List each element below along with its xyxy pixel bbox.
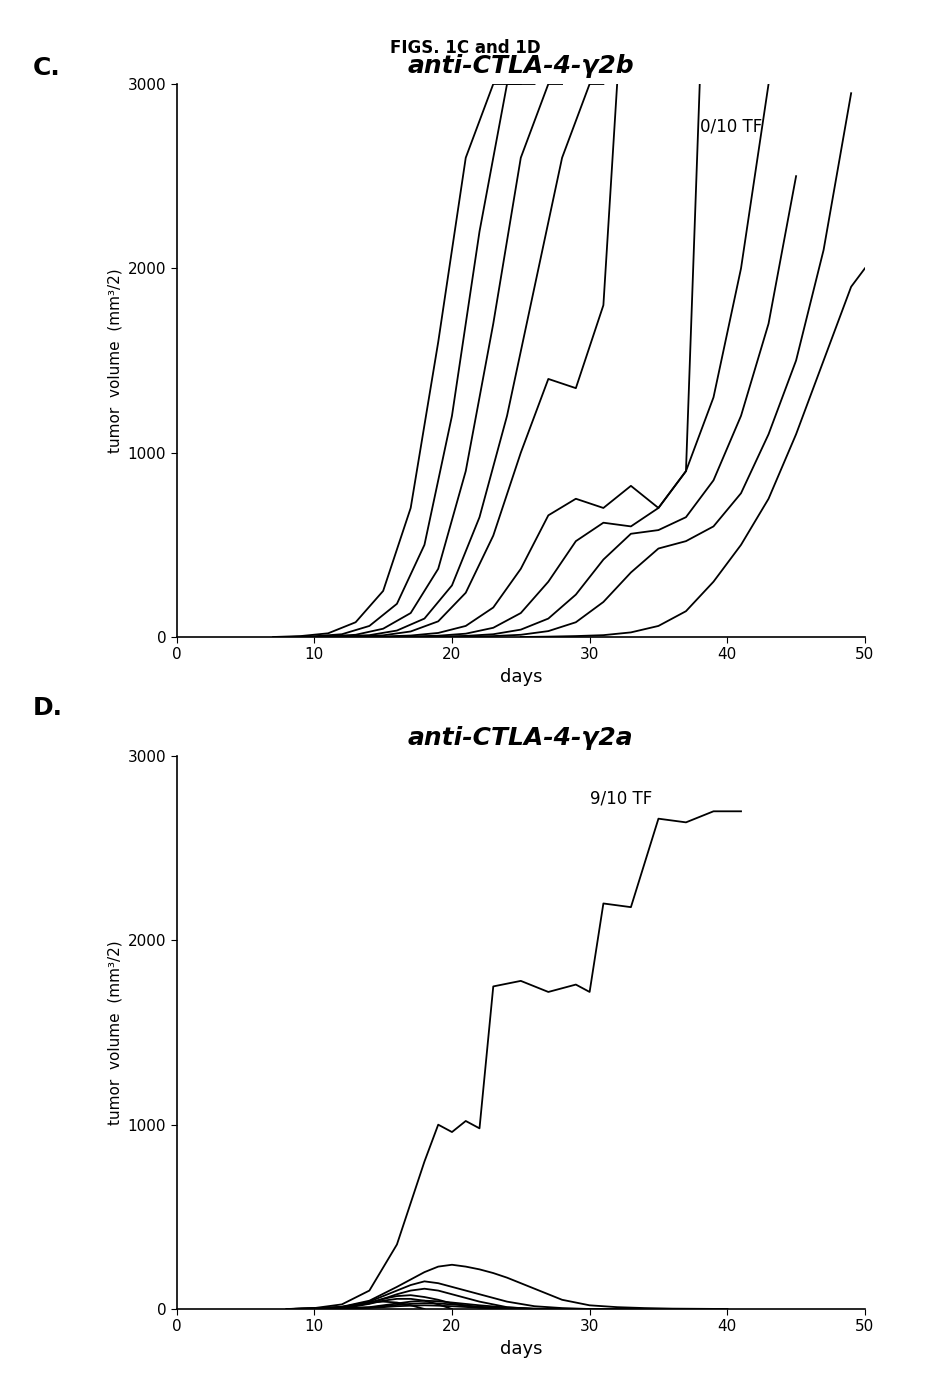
X-axis label: days: days xyxy=(499,668,542,686)
Title: anti-CTLA-4-γ2b: anti-CTLA-4-γ2b xyxy=(407,53,634,78)
Title: anti-CTLA-4-γ2a: anti-CTLA-4-γ2a xyxy=(408,725,633,750)
Text: FIGS. 1C and 1D: FIGS. 1C and 1D xyxy=(390,39,540,57)
Y-axis label: tumor  volume  (mm³/2): tumor volume (mm³/2) xyxy=(107,941,122,1124)
Text: D.: D. xyxy=(33,696,62,720)
Y-axis label: tumor  volume  (mm³/2): tumor volume (mm³/2) xyxy=(107,269,122,452)
X-axis label: days: days xyxy=(499,1340,542,1358)
Text: C.: C. xyxy=(33,56,60,80)
Text: 9/10 TF: 9/10 TF xyxy=(590,790,652,808)
Text: 0/10 TF: 0/10 TF xyxy=(699,118,762,136)
